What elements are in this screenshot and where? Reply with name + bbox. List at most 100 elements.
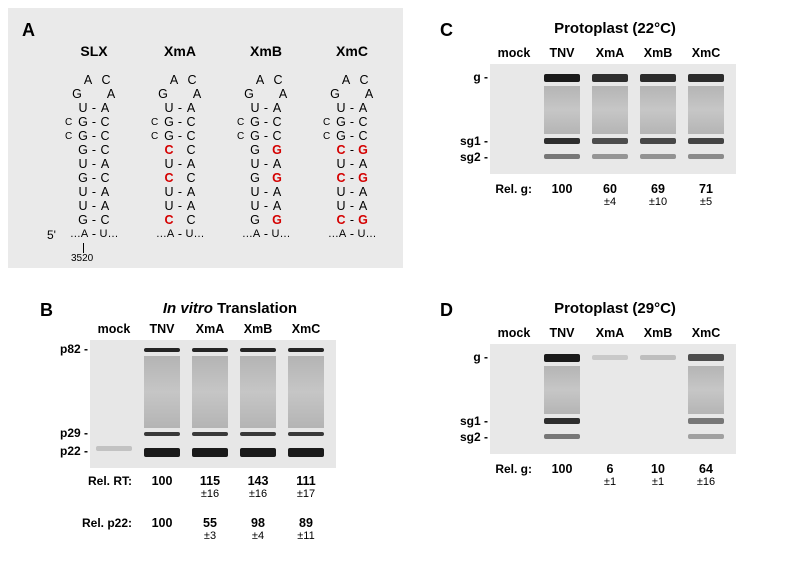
gel-band xyxy=(688,154,724,159)
lane-header: XmA xyxy=(586,46,634,60)
gel-band xyxy=(688,418,724,424)
value-row: 10060±469±1071±5 xyxy=(538,182,730,208)
gel-band xyxy=(592,355,628,360)
gel-band xyxy=(688,74,724,82)
value-cell: 69±10 xyxy=(634,182,682,208)
band-label: sg1 - xyxy=(448,414,488,428)
gel-band xyxy=(240,348,276,352)
value-cell: 143±16 xyxy=(234,474,282,500)
lane-headers: mockTNVXmAXmBXmC xyxy=(490,326,730,340)
value-cell: 100 xyxy=(538,462,586,488)
lane-headers: mockTNVXmAXmBXmC xyxy=(490,46,730,60)
value-row-label: Rel. g: xyxy=(428,182,532,196)
lane-header: TNV xyxy=(538,46,586,60)
stem-col-xma: XmAACGAU-AG-CG-CC CU-AC CU-AU-AC C…A-U…C… xyxy=(139,43,221,260)
gel-image xyxy=(490,344,736,454)
value-cell: 64±16 xyxy=(682,462,730,488)
stem-col-xmb: XmBACGAU-AG-CG-CG GU-AG GU-AU-AG G…A-U…C… xyxy=(225,43,307,260)
band-label: sg1 - xyxy=(448,134,488,148)
lane-header: XmC xyxy=(282,322,330,336)
value-cell: 100 xyxy=(138,474,186,500)
gel-band xyxy=(144,432,180,436)
gel-band xyxy=(640,138,676,144)
lane-header: mock xyxy=(490,326,538,340)
gel-band xyxy=(688,354,724,361)
panel-a-label: A xyxy=(22,20,35,41)
panel-b-label: B xyxy=(40,300,53,321)
value-row: 1006±110±164±16 xyxy=(538,462,730,488)
value-cell: 55±3 xyxy=(186,516,234,542)
stem-header: SLX xyxy=(53,43,135,59)
gel-band xyxy=(192,432,228,436)
gel-band xyxy=(288,432,324,436)
value-cell: 100 xyxy=(538,182,586,208)
gel-band xyxy=(96,446,132,451)
lane-headers: mockTNVXmAXmBXmC xyxy=(90,322,330,336)
panel-d-label: D xyxy=(440,300,453,321)
gel-band xyxy=(640,74,676,82)
gel-band xyxy=(544,74,580,82)
gel-band xyxy=(288,448,324,457)
gel-band xyxy=(240,448,276,457)
band-label: sg2 - xyxy=(448,430,488,444)
stem-header: XmC xyxy=(311,43,393,59)
lane-header: XmB xyxy=(634,46,682,60)
lane-header: XmC xyxy=(682,326,730,340)
value-row-label: Rel. p22: xyxy=(28,516,132,530)
lane-header: XmB xyxy=(234,322,282,336)
gel-band xyxy=(288,348,324,352)
panel-c-title: Protoplast (22°C) xyxy=(520,20,710,37)
panel-b-title: In vitro Translation xyxy=(130,300,330,317)
value-cell: 60±4 xyxy=(586,182,634,208)
band-label: g - xyxy=(448,70,488,84)
value-cell: 6±1 xyxy=(586,462,634,488)
panel-a: A SLXACGAU-AG-CG-CG-CU-AG-CU-AU-AG-C…A-U… xyxy=(8,8,403,268)
stem-col-xmc: XmCACGAU-AG-CG-CC-GU-AC-GU-AU-AC-G…A-U…C… xyxy=(311,43,393,260)
value-cell: 71±5 xyxy=(682,182,730,208)
gel-band xyxy=(192,348,228,352)
value-cell: 111±17 xyxy=(282,474,330,500)
gel-band xyxy=(240,432,276,436)
gel-band xyxy=(544,418,580,424)
band-label: p22 - xyxy=(48,444,88,458)
gel-band xyxy=(688,138,724,144)
band-label: p82 - xyxy=(48,342,88,356)
lane-header: XmC xyxy=(682,46,730,60)
value-cell: 98±4 xyxy=(234,516,282,542)
lane-header: XmB xyxy=(634,326,682,340)
gel-band xyxy=(144,448,180,457)
gel-band xyxy=(544,434,580,439)
stem-structure: ACGAU-AG-CG-CC-GU-AC-GU-AU-AC-G…A-U… xyxy=(311,73,393,241)
lane-header: mock xyxy=(90,322,138,336)
gel-band xyxy=(544,138,580,144)
lane-header: XmA xyxy=(586,326,634,340)
value-cell: 10±1 xyxy=(634,462,682,488)
band-label: sg2 - xyxy=(448,150,488,164)
stem-col-slx: SLXACGAU-AG-CG-CG-CU-AG-CU-AU-AG-C…A-U…C… xyxy=(53,43,135,260)
gel-band xyxy=(544,354,580,362)
band-label: p29 - xyxy=(48,426,88,440)
value-row-label: Rel. RT: xyxy=(28,474,132,488)
gel-band xyxy=(592,154,628,159)
gel-band xyxy=(640,154,676,159)
gel-band xyxy=(688,434,724,439)
gel-band xyxy=(144,348,180,352)
gel-band xyxy=(592,74,628,82)
stem-header: XmA xyxy=(139,43,221,59)
stem-header: XmB xyxy=(225,43,307,59)
panel-c-label: C xyxy=(440,20,453,41)
value-cell: 115±16 xyxy=(186,474,234,500)
panel-a-stems: SLXACGAU-AG-CG-CG-CU-AG-CU-AU-AG-C…A-U…C… xyxy=(53,43,393,260)
value-cell: 100 xyxy=(138,516,186,542)
stem-structure: ACGAU-AG-CG-CC CU-AC CU-AU-AC C…A-U… xyxy=(139,73,221,241)
gel-band xyxy=(640,355,676,360)
value-row: 10055±398±489±11 xyxy=(138,516,330,542)
gel-image xyxy=(90,340,336,468)
gel-band xyxy=(192,448,228,457)
lane-header: TNV xyxy=(538,326,586,340)
lane-header: mock xyxy=(490,46,538,60)
value-row-label: Rel. g: xyxy=(428,462,532,476)
band-label: g - xyxy=(448,350,488,364)
panel-d-title: Protoplast (29°C) xyxy=(520,300,710,317)
value-cell: 89±11 xyxy=(282,516,330,542)
